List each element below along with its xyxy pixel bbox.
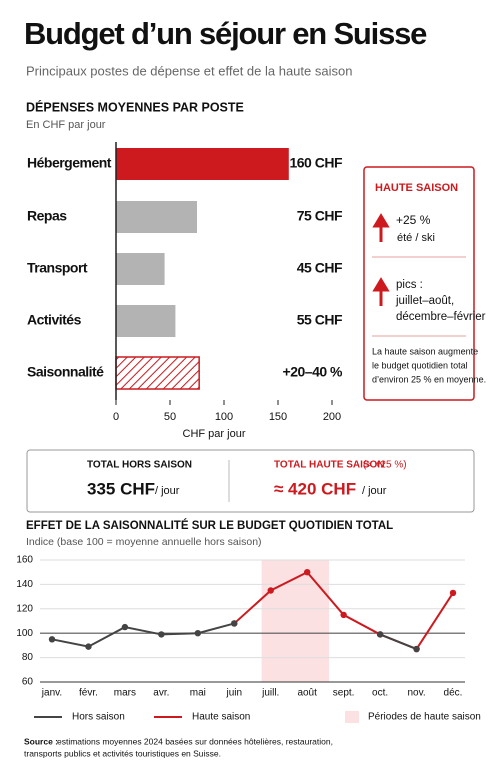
category-label: Repas: [27, 208, 67, 224]
data-point: [376, 631, 384, 638]
data-point: [158, 631, 165, 638]
value-label: 160 CHF: [289, 155, 342, 171]
totals-box: [26, 449, 475, 513]
section-subtitle: Indice (base 100 = moyenne annuelle hors…: [26, 536, 262, 548]
section-subtitle: En CHF par jour: [26, 119, 106, 131]
y-tick-label: 160: [16, 555, 33, 566]
data-point: [121, 623, 129, 631]
data-point: [267, 587, 274, 594]
legend-label: Périodes de haute saison: [368, 712, 481, 723]
total-label: TOTAL HORS SAISON: [87, 460, 192, 471]
x-tick-label: 200: [323, 411, 341, 423]
x-tick-label: 100: [215, 411, 233, 423]
data-point: [449, 589, 457, 597]
x-axis-label: CHF par jour: [183, 428, 246, 440]
data-point: [303, 569, 311, 576]
series-line: [379, 633, 417, 650]
data-point: [48, 636, 56, 643]
category-label: Hébergement: [27, 155, 112, 171]
y-tick-label: 80: [22, 652, 34, 663]
series-line: [51, 622, 235, 648]
bar: [116, 253, 165, 285]
x-tick-label: janv.: [41, 688, 62, 699]
legend-swatch: [345, 711, 359, 723]
x-tick-label: 50: [164, 411, 176, 423]
sidebar-item: juillet–août,: [395, 295, 454, 307]
total-value: ≈ 420 CHF: [274, 479, 356, 498]
data-point: [340, 611, 347, 619]
sidebar-sub: été / ski: [397, 232, 435, 244]
source-text: transports publics et activités touristi…: [24, 748, 221, 758]
data-point: [85, 643, 92, 650]
arrow-icon: [372, 277, 390, 306]
category-label: Activités: [27, 312, 82, 328]
total-value: 335 CHF: [87, 479, 155, 498]
x-tick-label: sept.: [333, 688, 355, 699]
arrow-icon: [372, 213, 390, 242]
x-tick-label: oct.: [372, 688, 388, 699]
data-point: [231, 620, 238, 627]
section-title: EFFET DE LA SAISONNALITÉ SUR LE BUDGET Q…: [26, 519, 393, 532]
x-tick-label: 150: [269, 411, 287, 423]
shade-region: [261, 560, 330, 682]
x-tick-label: 0: [113, 411, 119, 423]
x-tick-label: déc.: [444, 688, 463, 699]
source-text: estimations moyennes 2024 basées sur don…: [57, 736, 333, 746]
sidebar-note: La haute saison augmente: [372, 346, 478, 356]
category-label: Saisonnalité: [27, 364, 104, 380]
sidebar-item: +25 %: [396, 213, 431, 227]
range-label: +20–40 %: [283, 364, 343, 380]
value-label: 75 CHF: [297, 208, 343, 224]
total-note: (≈ +25 %): [363, 460, 407, 471]
title: Budget d’un séjour en Suisse: [24, 16, 427, 51]
sidebar-item: décembre–février: [396, 311, 486, 323]
bar: [116, 148, 289, 180]
x-tick-label: mars: [114, 688, 136, 699]
x-tick-label: mai: [190, 688, 206, 699]
section-title: DÉPENSES MOYENNES PAR POSTE: [26, 99, 244, 114]
sidebar-note: le budget quotidien total: [372, 360, 468, 370]
data-point: [194, 630, 202, 637]
value-label: 55 CHF: [297, 312, 343, 328]
total-unit: / jour: [155, 485, 180, 497]
sidebar-title: HAUTE SAISON: [375, 182, 458, 194]
x-tick-label: févr.: [79, 688, 98, 699]
x-tick-label: nov.: [407, 688, 425, 699]
legend-label: Hors saison: [72, 712, 125, 723]
value-label: 45 CHF: [297, 260, 343, 276]
y-tick-label: 140: [16, 579, 33, 590]
bar: [116, 201, 197, 233]
source-label: Source :: [24, 736, 58, 746]
hatched-bar: [115, 356, 200, 390]
data-point: [413, 645, 420, 653]
bar: [116, 305, 176, 337]
y-tick-label: 100: [16, 628, 33, 639]
category-label: Transport: [27, 260, 88, 276]
legend-label: Haute saison: [192, 712, 250, 723]
sidebar-note: d’environ 25 % en moyenne.: [372, 374, 486, 384]
y-tick-label: 120: [16, 603, 33, 614]
total-unit: / jour: [362, 485, 387, 497]
x-tick-label: juill.: [261, 688, 279, 699]
x-tick-label: août: [297, 688, 317, 699]
sidebar-box: [363, 166, 475, 401]
sidebar-item: pics :: [396, 279, 423, 291]
x-tick-label: juin: [225, 688, 242, 699]
y-tick-label: 60: [22, 677, 34, 688]
total-label: TOTAL HAUTE SAISON: [274, 460, 385, 471]
subtitle: Principaux postes de dépense et effet de…: [26, 63, 352, 78]
x-tick-label: avr.: [153, 688, 169, 699]
